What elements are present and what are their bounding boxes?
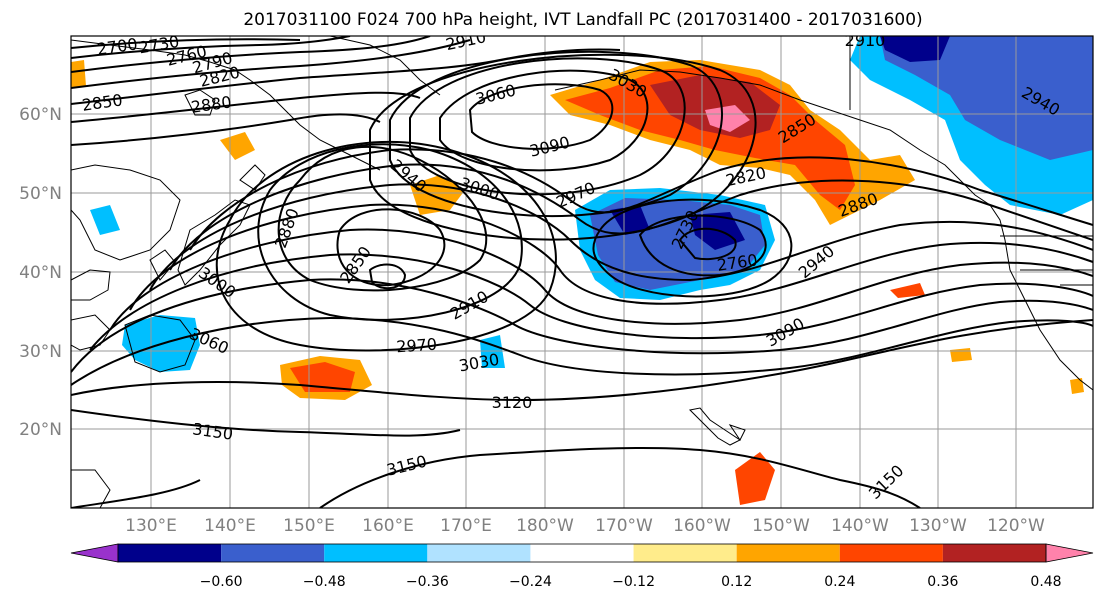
ivt-anomaly-region bbox=[290, 362, 355, 392]
ivt-anomaly-region bbox=[950, 348, 972, 362]
ivt-anomaly-region bbox=[890, 283, 925, 298]
map-panel: 2700 2730 2760 2790 2820 2850 2880 2910 … bbox=[70, 31, 1094, 509]
colorbar-segment bbox=[221, 544, 325, 562]
lat-label: 50°N bbox=[19, 184, 62, 204]
colorbar: −0.60 −0.48 −0.36 −0.24 −0.12 0.12 0.24 0.36 0.4… bbox=[70, 543, 1094, 590]
lon-label: 140°W bbox=[831, 516, 889, 536]
lon-label: 150°E bbox=[283, 516, 335, 536]
ivt-anomaly-region bbox=[705, 105, 750, 132]
contour-label: 3120 bbox=[492, 393, 533, 412]
lat-label: 30°N bbox=[19, 342, 62, 362]
colorbar-segment bbox=[736, 544, 840, 562]
colorbar-tick-label: 0.12 bbox=[721, 574, 752, 590]
colorbar-segment bbox=[427, 544, 531, 562]
ivt-anomaly-region bbox=[735, 452, 775, 505]
lon-label: 180°W bbox=[516, 516, 574, 536]
colorbar-tick-label: 0.24 bbox=[824, 574, 855, 590]
colorbar-segments bbox=[70, 543, 1094, 563]
colorbar-tick-label: −0.60 bbox=[200, 574, 243, 590]
lon-label: 160°E bbox=[362, 516, 414, 536]
contour-label: 2700 bbox=[96, 34, 139, 58]
lon-label: 130°E bbox=[125, 516, 177, 536]
longitude-labels: 130°E 140°E 150°E 160°E 170°E 180°W 170°… bbox=[125, 516, 1045, 536]
latitude-labels: 60°N 50°N 40°N 30°N 20°N bbox=[19, 105, 62, 440]
colorbar-tick-label: −0.24 bbox=[509, 574, 552, 590]
ivt-anomaly-region bbox=[565, 66, 855, 210]
colorbar-tick-label: −0.36 bbox=[406, 574, 449, 590]
lon-label: 170°W bbox=[595, 516, 653, 536]
lon-label: 170°E bbox=[440, 516, 492, 536]
colorbar-extend-high bbox=[1045, 543, 1094, 563]
figure-title: 2017031100 F024 700 hPa height, IVT Land… bbox=[243, 10, 922, 30]
colorbar-segment bbox=[118, 544, 222, 562]
colorbar-tick-label: −0.12 bbox=[612, 574, 655, 590]
ivt-anomaly-region bbox=[90, 205, 120, 235]
map-frame bbox=[70, 35, 1094, 509]
lon-label: 150°W bbox=[752, 516, 810, 536]
ivt-anomaly-region bbox=[880, 36, 1093, 160]
lon-label: 140°E bbox=[204, 516, 256, 536]
colorbar-segment bbox=[839, 544, 943, 562]
ivt-anomaly-region bbox=[880, 36, 950, 62]
colorbar-segment bbox=[942, 544, 1046, 562]
ivt-anomaly-region bbox=[71, 60, 86, 88]
contour-label: 2970 bbox=[396, 335, 438, 357]
colorbar-tick-label: 0.36 bbox=[927, 574, 958, 590]
lat-label: 20°N bbox=[19, 420, 62, 440]
colorbar-tick-label: −0.48 bbox=[303, 574, 346, 590]
colorbar-ticks: −0.60 −0.48 −0.36 −0.24 −0.12 0.12 0.24 0.36 0.4… bbox=[200, 574, 1062, 590]
lon-label: 160°W bbox=[673, 516, 731, 536]
lat-label: 40°N bbox=[19, 263, 62, 283]
colorbar-tick-label: 0.48 bbox=[1030, 574, 1061, 590]
lon-label: 120°W bbox=[987, 516, 1045, 536]
height-contours bbox=[71, 36, 1093, 508]
lat-label: 60°N bbox=[19, 105, 62, 125]
colorbar-segment bbox=[633, 544, 737, 562]
contour-label: 2910 bbox=[845, 31, 886, 50]
colorbar-frame bbox=[117, 543, 1047, 563]
contour-label: 2730 bbox=[137, 32, 180, 58]
colorbar-segment bbox=[324, 544, 428, 562]
ivt-anomaly-region bbox=[220, 132, 255, 160]
lon-label: 130°W bbox=[909, 516, 967, 536]
colorbar-segment bbox=[530, 544, 634, 562]
ivt-anomaly-region bbox=[1070, 378, 1084, 394]
colorbar-extend-low bbox=[70, 543, 119, 563]
